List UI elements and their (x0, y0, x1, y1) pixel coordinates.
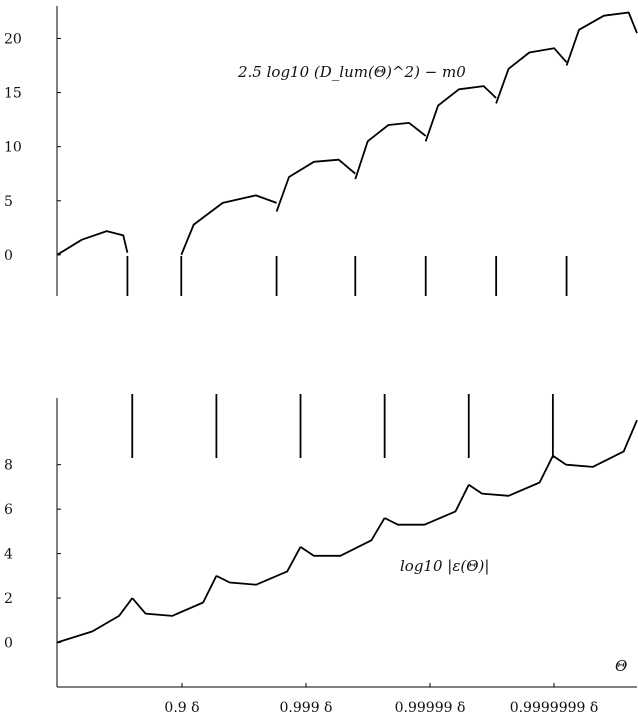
top-panel: 0 5 10 15 20 2.5 log10 (D_lum(Θ)^2) − m0 (4, 6, 638, 296)
bottom-curve-segment (215, 546, 302, 586)
bottom-y-tick-label: 2 (4, 591, 13, 607)
top-curve-group (56, 11, 638, 296)
bottom-curve-segment (552, 419, 638, 468)
bottom-curve-segment (56, 597, 134, 644)
bottom-curve-segment (468, 455, 554, 497)
top-curve-segment (180, 194, 277, 256)
top-y-tick-label: 0 (4, 248, 13, 264)
bottom-x-tick-label: 0.9 δ (164, 700, 199, 716)
top-y-tick-label: 20 (4, 31, 22, 47)
x-axis-label: Θ (615, 657, 627, 675)
top-y-tick-label: 15 (4, 86, 22, 102)
bottom-y-ticks: 0 2 4 6 8 (4, 458, 61, 652)
bottom-y-tick-label: 4 (4, 547, 13, 563)
top-curve-segment (495, 47, 568, 104)
bottom-curve-segment (299, 517, 386, 557)
bottom-y-tick-label: 8 (4, 458, 13, 474)
bottom-y-tick-label: 6 (4, 502, 13, 518)
bottom-x-tick-label: 0.9999999 δ (510, 700, 599, 716)
top-y-tick-label: 5 (4, 194, 13, 210)
bottom-x-tick-label: 0.999 δ (280, 700, 333, 716)
top-curve-segment (275, 158, 356, 212)
bottom-x-tick-label: 0.99999 δ (395, 700, 466, 716)
top-annotation: 2.5 log10 (D_lum(Θ)^2) − m0 (237, 63, 466, 81)
bottom-curve-segment (131, 575, 218, 617)
top-y-ticks: 0 5 10 15 20 (4, 31, 61, 264)
bottom-panel: 0 2 4 6 8 0.9 δ 0.999 δ 0.99999 δ 0.9999999 δ l… (4, 394, 638, 716)
top-y-tick-label: 10 (4, 140, 22, 156)
top-curve-segment (424, 85, 497, 142)
bottom-x-ticks: 0.9 δ 0.999 δ 0.99999 δ 0.9999999 δ (164, 683, 598, 716)
top-curve-segment (565, 11, 638, 66)
bottom-curve-group (56, 394, 638, 644)
bottom-curve-segment (384, 484, 470, 526)
bottom-y-tick-label: 0 (4, 636, 13, 652)
top-curve-segment (354, 122, 427, 180)
bottom-annotation: log10 |ε(Θ)| (400, 557, 489, 575)
top-curve-segment (56, 230, 129, 256)
